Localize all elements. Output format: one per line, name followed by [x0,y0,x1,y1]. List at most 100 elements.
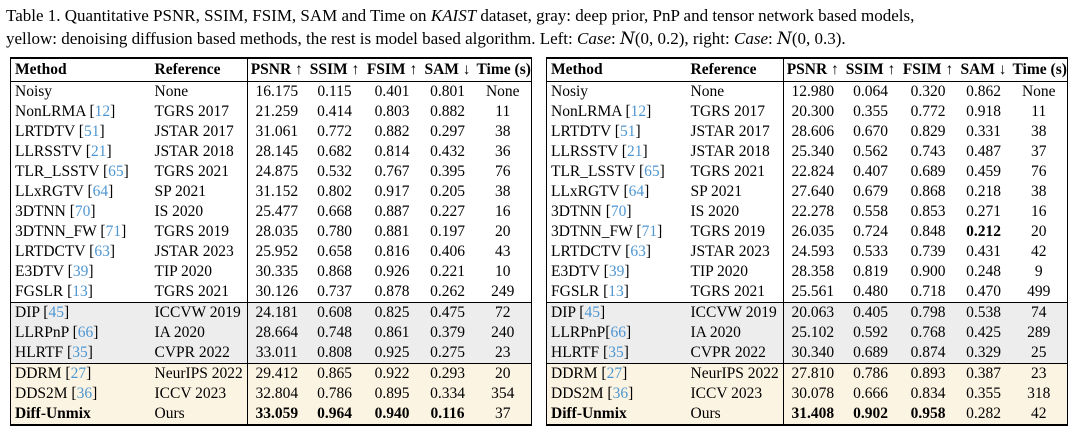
citation-link[interactable]: 35 [608,344,624,361]
citation-link[interactable]: 70 [74,203,91,220]
citation-bracket: ] [645,243,651,260]
citation-link[interactable]: 27 [70,365,87,382]
citation-bracket: [ [605,324,611,341]
table-row: DDRM [27] NeurIPS 2022 27.810 0.786 0.893 0.3… [546,363,1068,384]
citation-bracket: [ [69,203,75,220]
caption-segment: (0, 0.2), right: [634,28,734,48]
fsim-cell: 0.922 [374,365,410,382]
citation-link[interactable]: 35 [72,344,88,361]
method-cell: LLRPnP [66] [11,323,151,343]
citation-link[interactable]: 13 [608,283,624,300]
ssim-cell: 0.670 [853,123,888,140]
method-name: DIP [15,304,40,321]
citation: [63] [89,243,115,260]
sam-cell: 0.218 [966,183,1001,200]
method-cell: 3DTNN [70] [11,202,151,222]
citation-link[interactable]: 45 [584,304,600,321]
caption-segment: (0, 0.3). [791,28,846,48]
citation-bracket: [ [89,103,95,120]
sam-cell: 0.282 [966,405,1001,422]
method-name: LLRPnP [551,324,606,341]
citation-bracket: [ [625,243,631,260]
citation-link[interactable]: 51 [83,123,100,140]
method-cell: Diff-Unmix [547,404,687,425]
citation-bracket: [ [625,103,631,120]
citation-link[interactable]: 21 [90,143,107,160]
ssim-cell: 0.407 [853,163,888,180]
citation-link[interactable]: 12 [94,103,111,120]
table-row: LRTDTV [51] JSTAR 2017 28.606 0.670 0.829 0.3… [547,122,1068,142]
reference-cell: JSTAR 2023 [154,243,234,260]
reference-cell: TGRS 2021 [154,283,230,300]
ssim-cell: 0.786 [317,385,352,402]
tables-row: Method Reference PSNR ↑ SSIM ↑ FSIM ↑ SAM ↓ Ti… [0,57,1080,426]
citation-link[interactable]: 45 [48,304,64,321]
time-cell: 20 [495,365,511,382]
table-row: TLR_LSSTV [65] TGRS 2021 24.875 0.532 0.767 0… [11,162,532,182]
time-cell: 37 [1031,143,1047,160]
citation-link[interactable]: 21 [626,143,643,160]
citation-bracket: [ [72,324,78,341]
time-cell: 38 [1031,183,1047,200]
citation-link[interactable]: 64 [92,183,109,200]
citation-bracket: [ [78,123,84,140]
citation-link[interactable]: 66 [77,324,94,341]
ssim-cell: 0.679 [853,183,888,200]
citation-bracket: [ [614,123,620,140]
fsim-cell: 0.874 [910,344,946,361]
time-cell: 74 [1031,304,1047,321]
citation-link[interactable]: 13 [72,283,88,300]
ssim-cell: 0.668 [317,203,352,220]
citation: [70] [606,203,632,220]
method-name: LLRPnP [15,324,69,341]
method-name: DDS2M [15,385,68,402]
citation-link[interactable]: 70 [610,203,627,220]
method-cell: 3DTNN_FW [71] [547,222,687,242]
citation-link[interactable]: 65 [644,163,660,180]
ssim-cell: 0.558 [853,203,888,220]
citation-link[interactable]: 66 [610,324,626,341]
psnr-cell: 24.875 [247,162,306,182]
citation-link[interactable]: 64 [628,183,645,200]
citation-link[interactable]: 36 [612,385,629,402]
citation-link[interactable]: 71 [105,223,122,240]
fsim-cell: 0.689 [910,163,946,180]
method-cell: NonLRMA [12] [11,102,151,122]
time-cell: 43 [495,243,511,260]
psnr-cell: 29.412 [247,363,306,384]
citation-link[interactable]: 65 [108,163,124,180]
citation-link[interactable]: 36 [76,385,93,402]
ssim-cell: 0.592 [853,324,888,341]
citation-link[interactable]: 71 [641,223,658,240]
fsim-cell: 0.868 [910,183,946,200]
citation-bracket: ] [626,203,632,220]
citation-link[interactable]: 12 [630,103,647,120]
fsim-cell: 0.739 [910,243,946,260]
citation-link[interactable]: 51 [619,123,636,140]
psnr-cell: 24.181 [247,302,306,323]
table-row: E3DTV [39] TIP 2020 30.335 0.868 0.926 0.221 1… [11,262,532,282]
citation-bracket: ] [108,183,114,200]
citation-link[interactable]: 63 [94,243,110,260]
method-cell: DIP [45] [11,303,151,324]
table-row: TLR_LSSTV [65] TGRS 2021 22.824 0.407 0.689 0… [547,162,1068,182]
citation-bracket: ] [87,344,93,361]
column-header-time: Time (s) [1012,61,1067,78]
reference-cell: JSTAR 2023 [690,243,770,260]
reference-cell: None [690,83,725,100]
time-cell: None [1021,83,1056,100]
column-header-fsim: FSIM ↑ [902,61,954,78]
reference-cell: IA 2020 [154,324,205,341]
method-name: Diff-Unmix [551,405,627,422]
citation-bracket: [ [603,263,609,280]
time-cell: 11 [1031,103,1047,120]
ssim-cell: 0.533 [853,243,888,260]
method-cell: LRTDTV [51] [547,122,687,142]
ssim-cell: 0.724 [853,223,888,240]
fsim-cell: 0.829 [910,123,946,140]
citation-link[interactable]: 63 [630,243,646,260]
method-name: LRTDCTV [15,243,86,260]
citation-link[interactable]: 39 [72,263,89,280]
citation-link[interactable]: 27 [606,365,623,382]
citation-link[interactable]: 39 [608,263,625,280]
